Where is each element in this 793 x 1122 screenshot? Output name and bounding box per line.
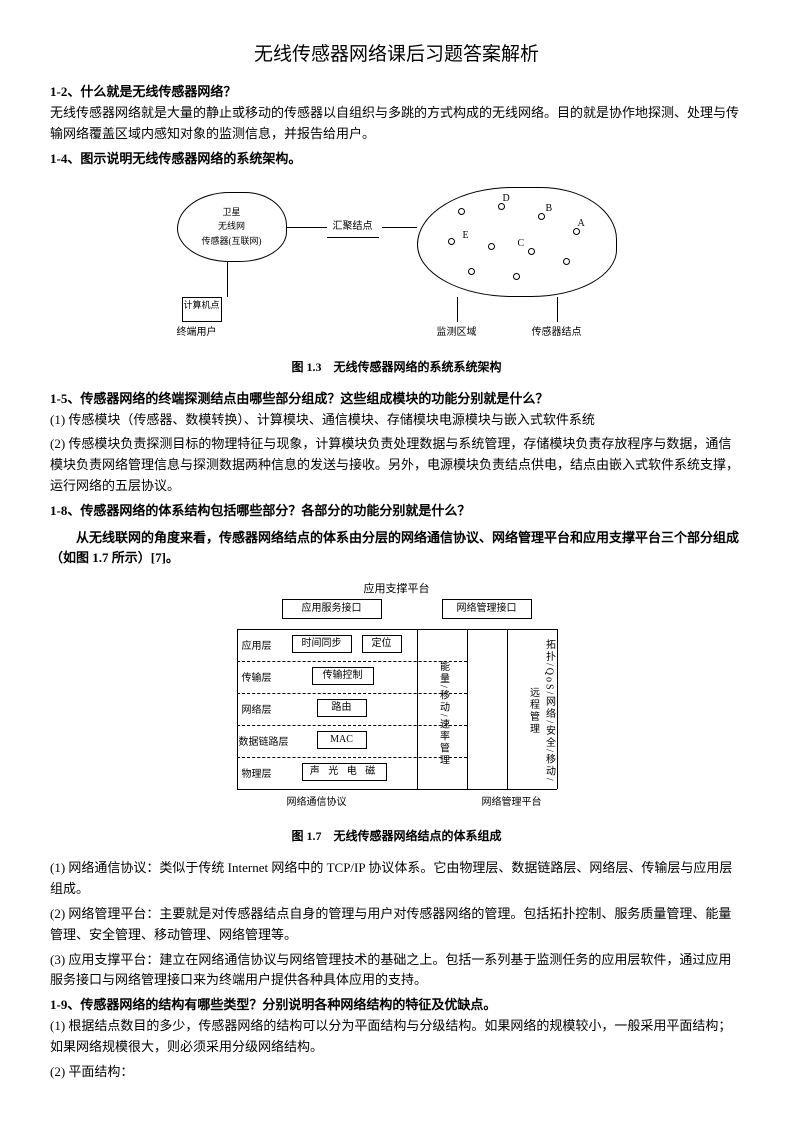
figure-1: 卫星 无线网 传感器(互联网) 汇聚结点 D B A E C 计算机点 终端用户… bbox=[50, 182, 743, 377]
vert-left-mgmt: 能量/移动/速率管理 bbox=[435, 649, 451, 779]
user-terminal-box: 计算机点 bbox=[182, 297, 222, 322]
layer-app: 应用层 bbox=[242, 639, 272, 655]
q1-5-p1: (1) 传感模块（传感器、数模转换）、计算模块、通信模块、存储模块电源模块与嵌入… bbox=[50, 410, 743, 431]
box-route: 路由 bbox=[317, 699, 367, 717]
sink-node-label: 汇聚结点 bbox=[327, 217, 379, 238]
figure-1-caption: 图 1.3 无线传感器网络的系统系统架构 bbox=[50, 358, 743, 377]
vert-right-mgmt: 拓扑/QoS/网络/安全/移动/远程管理 bbox=[525, 636, 557, 786]
f2-top-label: 应用支撑平台 bbox=[187, 581, 607, 599]
node-c: C bbox=[518, 236, 525, 252]
box-phy-media: 声 光 电 磁 bbox=[302, 763, 387, 781]
q1-5-heading: 1-5、传感器网络的终端探测结点由哪些部分组成？这些组成模块的功能分别就是什么？ bbox=[50, 389, 743, 410]
figure-2-caption: 图 1.7 无线传感器网络结点的体系组成 bbox=[50, 827, 743, 846]
box-app-interface: 应用服务接口 bbox=[282, 599, 382, 619]
q1-8-bold: 从无线联网的角度来看，传感器网络结点的体系由分层的网络通信协议、网络管理平台和应… bbox=[50, 528, 743, 570]
q1-8-p1: (1) 网络通信协议：类似于传统 Internet 网络中的 TCP/IP 协议… bbox=[50, 858, 743, 900]
cloud-internet: 卫星 无线网 传感器(互联网) bbox=[177, 192, 287, 262]
bottom-right-label: 网络管理平台 bbox=[482, 795, 542, 811]
node-d: D bbox=[503, 191, 510, 207]
user-label: 终端用户 bbox=[177, 325, 217, 341]
q1-5-p2: (2) 传感模块负责探测目标的物理特征与现象，计算模块负责处理数据与系统管理，存… bbox=[50, 434, 743, 496]
area-label: 监测区域 bbox=[437, 325, 477, 341]
q1-4-heading: 1-4、图示说明无线传感器网络的系统架构。 bbox=[50, 149, 743, 170]
cloud-internet-text: 卫星 无线网 传感器(互联网) bbox=[178, 205, 286, 248]
figure-2: 应用支撑平台 应用服务接口 网络管理接口 应用层 时间同步 定位 传输层 传输控… bbox=[50, 581, 743, 846]
q1-9-p2: (2) 平面结构： bbox=[50, 1062, 743, 1083]
cloud-sensor-area: D B A E C bbox=[417, 187, 617, 297]
q1-9-heading: 1-9、传感器网络的结构有哪些类型？分别说明各种网络结构的特征及优缺点。 bbox=[50, 995, 743, 1016]
node-a: A bbox=[578, 216, 585, 232]
box-location: 定位 bbox=[362, 635, 402, 653]
layer-transport: 传输层 bbox=[242, 671, 272, 687]
figure-1-canvas: 卫星 无线网 传感器(互联网) 汇聚结点 D B A E C 计算机点 终端用户… bbox=[157, 182, 637, 352]
node-b: B bbox=[546, 201, 553, 217]
box-transport-ctrl: 传输控制 bbox=[312, 667, 374, 685]
node-e: E bbox=[463, 228, 469, 244]
box-mac: MAC bbox=[317, 731, 367, 749]
box-time-sync: 时间同步 bbox=[292, 635, 352, 653]
figure-2-canvas: 应用支撑平台 应用服务接口 网络管理接口 应用层 时间同步 定位 传输层 传输控… bbox=[187, 581, 607, 821]
q1-2-body: 无线传感器网络就是大量的静止或移动的传感器以自组织与多跳的方式构成的无线网络。目… bbox=[50, 103, 743, 145]
q1-2-heading: 1-2、什么就是无线传感器网络？ bbox=[50, 82, 743, 103]
bottom-left-label: 网络通信协议 bbox=[287, 795, 347, 811]
q1-9-p1: (1) 根据结点数目的多少，传感器网络的结构可以分为平面结构与分级结构。如果网络… bbox=[50, 1016, 743, 1058]
layer-link: 数据链路层 bbox=[239, 735, 289, 751]
q1-8-heading: 1-8、传感器网络的体系结构包括哪些部分？各部分的功能分别就是什么？ bbox=[50, 501, 743, 522]
sensor-node-label: 传感器结点 bbox=[532, 325, 582, 341]
layer-network: 网络层 bbox=[242, 703, 272, 719]
box-net-interface: 网络管理接口 bbox=[442, 599, 532, 619]
layer-phy: 物理层 bbox=[242, 767, 272, 783]
q1-8-p3: (3) 应用支撑平台：建立在网络通信协议与网络管理技术的基础之上。包括一系列基于… bbox=[50, 950, 743, 992]
page-title: 无线传感器网络课后习题答案解析 bbox=[50, 40, 743, 70]
q1-8-p2: (2) 网络管理平台：主要就是对传感器结点自身的管理与用户对传感器网络的管理。包… bbox=[50, 904, 743, 946]
